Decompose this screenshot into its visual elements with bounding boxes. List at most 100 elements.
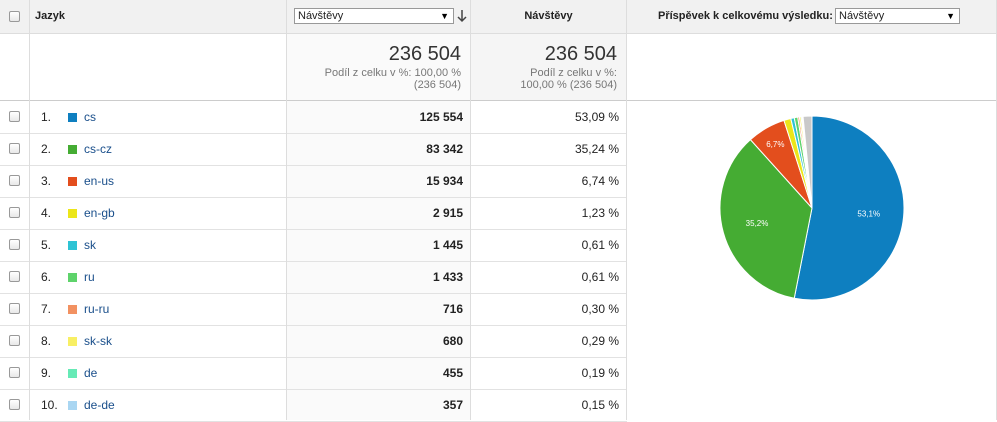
table-row: 4. en-gb 2 915 1,23 % xyxy=(0,197,627,230)
total-share-line1: Podíl z celku v %: 100,00 % xyxy=(324,67,461,79)
row-checkbox[interactable] xyxy=(9,335,20,346)
pie-slice-cs-cz[interactable] xyxy=(719,138,813,299)
total-visits-2: 236 504 xyxy=(544,43,617,65)
visits-percent: 53,09 % xyxy=(574,110,619,124)
visits-percent: 0,30 % xyxy=(581,302,619,316)
total-share2-line2: 100,00 % (236 504) xyxy=(520,79,617,91)
series-color-swatch xyxy=(68,113,77,122)
total-visits: 236 504 xyxy=(388,43,461,65)
table-row: 8. sk-sk 680 0,29 % xyxy=(0,325,627,358)
language-link[interactable]: ru-ru xyxy=(84,302,110,316)
contribution-select-value: Návštěvy xyxy=(839,10,885,22)
language-link[interactable]: sk-sk xyxy=(84,334,112,348)
visits-percent: 0,15 % xyxy=(581,398,619,412)
visits-value: 1 445 xyxy=(432,238,463,252)
contribution-pie-chart: 53,1% 35,2% 6,7% xyxy=(719,115,905,301)
visits-percent: 35,24 % xyxy=(574,142,619,156)
metric-select-value: Návštěvy xyxy=(298,10,344,22)
visits-percent: 0,61 % xyxy=(581,238,619,252)
series-color-swatch xyxy=(68,369,77,378)
language-link[interactable]: en-gb xyxy=(84,206,115,220)
divider xyxy=(286,0,287,420)
row-checkbox[interactable] xyxy=(9,399,20,410)
divider xyxy=(470,0,471,420)
series-color-swatch xyxy=(68,145,77,154)
pie-label-en-us: 6,7% xyxy=(766,140,784,149)
table-row: 1. cs 125 554 53,09 % xyxy=(0,101,627,134)
language-column-header[interactable]: Jazyk xyxy=(35,10,65,22)
visits-value: 680 xyxy=(442,334,463,348)
language-link[interactable]: ru xyxy=(84,270,95,284)
series-color-swatch xyxy=(68,305,77,314)
table-row: 2. cs-cz 83 342 35,24 % xyxy=(0,133,627,166)
row-number: 9. xyxy=(41,366,52,380)
language-link[interactable]: de xyxy=(84,366,98,380)
language-link[interactable]: cs-cz xyxy=(84,142,112,156)
visits-percent: 0,61 % xyxy=(581,270,619,284)
divider xyxy=(626,0,627,420)
pie-slice-cs[interactable] xyxy=(793,115,905,301)
row-checkbox[interactable] xyxy=(9,271,20,282)
sort-descending-icon[interactable] xyxy=(457,9,467,26)
row-number: 7. xyxy=(41,302,52,316)
total-share-line2: (236 504) xyxy=(413,79,461,91)
row-checkbox[interactable] xyxy=(9,143,20,154)
visits-value: 716 xyxy=(442,302,463,316)
visits-percent: 1,23 % xyxy=(581,206,619,220)
total-share2-line1: Podíl z celku v %: xyxy=(530,67,617,79)
row-number: 1. xyxy=(41,110,52,124)
row-checkbox[interactable] xyxy=(9,303,20,314)
visits-value: 15 934 xyxy=(426,174,463,188)
row-checkbox[interactable] xyxy=(9,239,20,250)
visits-value: 455 xyxy=(442,366,463,380)
series-color-swatch xyxy=(68,177,77,186)
language-link[interactable]: de-de xyxy=(84,398,115,412)
row-number: 3. xyxy=(41,174,52,188)
row-number: 4. xyxy=(41,206,52,220)
series-color-swatch xyxy=(68,209,77,218)
pie-slice-other[interactable] xyxy=(802,115,813,209)
table-row: 6. ru 1 433 0,61 % xyxy=(0,261,627,294)
language-link[interactable]: en-us xyxy=(84,174,115,188)
summary-row: 236 504 Podíl z celku v %: 100,00 % (236… xyxy=(0,33,997,101)
contribution-label: Příspěvek k celkovému výsledku: xyxy=(658,10,833,22)
series-color-swatch xyxy=(68,241,77,250)
visits-percent: 0,19 % xyxy=(581,366,619,380)
visits-value: 125 554 xyxy=(419,110,463,124)
contribution-select[interactable]: Návštěvy ▼ xyxy=(835,8,960,24)
metric-select[interactable]: Návštěvy ▼ xyxy=(294,8,454,24)
visits-value: 83 342 xyxy=(426,142,463,156)
row-number: 2. xyxy=(41,142,52,156)
dropdown-arrow-icon: ▼ xyxy=(440,11,449,21)
visits-value: 1 433 xyxy=(432,270,463,284)
row-number: 8. xyxy=(41,334,52,348)
visits-percent: 0,29 % xyxy=(581,334,619,348)
table-row: 10. de-de 357 0,15 % xyxy=(0,389,627,422)
visits-column-header[interactable]: Návštěvy xyxy=(524,10,573,22)
language-link[interactable]: sk xyxy=(84,238,96,252)
select-all-checkbox[interactable] xyxy=(9,11,20,22)
row-number: 10. xyxy=(41,398,58,412)
table-row: 5. sk 1 445 0,61 % xyxy=(0,229,627,262)
pie-label-cs: 53,1% xyxy=(857,210,880,219)
visits-percent: 6,74 % xyxy=(581,174,619,188)
dropdown-arrow-icon: ▼ xyxy=(946,11,955,21)
row-number: 5. xyxy=(41,238,52,252)
row-checkbox[interactable] xyxy=(9,367,20,378)
pie-label-cs-cz: 35,2% xyxy=(746,219,769,228)
divider xyxy=(29,0,30,420)
row-number: 6. xyxy=(41,270,52,284)
table-row: 3. en-us 15 934 6,74 % xyxy=(0,165,627,198)
summary-column-bg xyxy=(471,33,626,100)
series-color-swatch xyxy=(68,401,77,410)
visits-value: 2 915 xyxy=(432,206,463,220)
table-header: Jazyk Návštěvy ▼ Návštěvy Příspěvek k ce… xyxy=(0,0,997,34)
row-checkbox[interactable] xyxy=(9,175,20,186)
row-checkbox[interactable] xyxy=(9,207,20,218)
series-color-swatch xyxy=(68,337,77,346)
sorted-column-bg xyxy=(287,33,470,420)
table-row: 7. ru-ru 716 0,30 % xyxy=(0,293,627,326)
language-link[interactable]: cs xyxy=(84,110,96,124)
row-checkbox[interactable] xyxy=(9,111,20,122)
